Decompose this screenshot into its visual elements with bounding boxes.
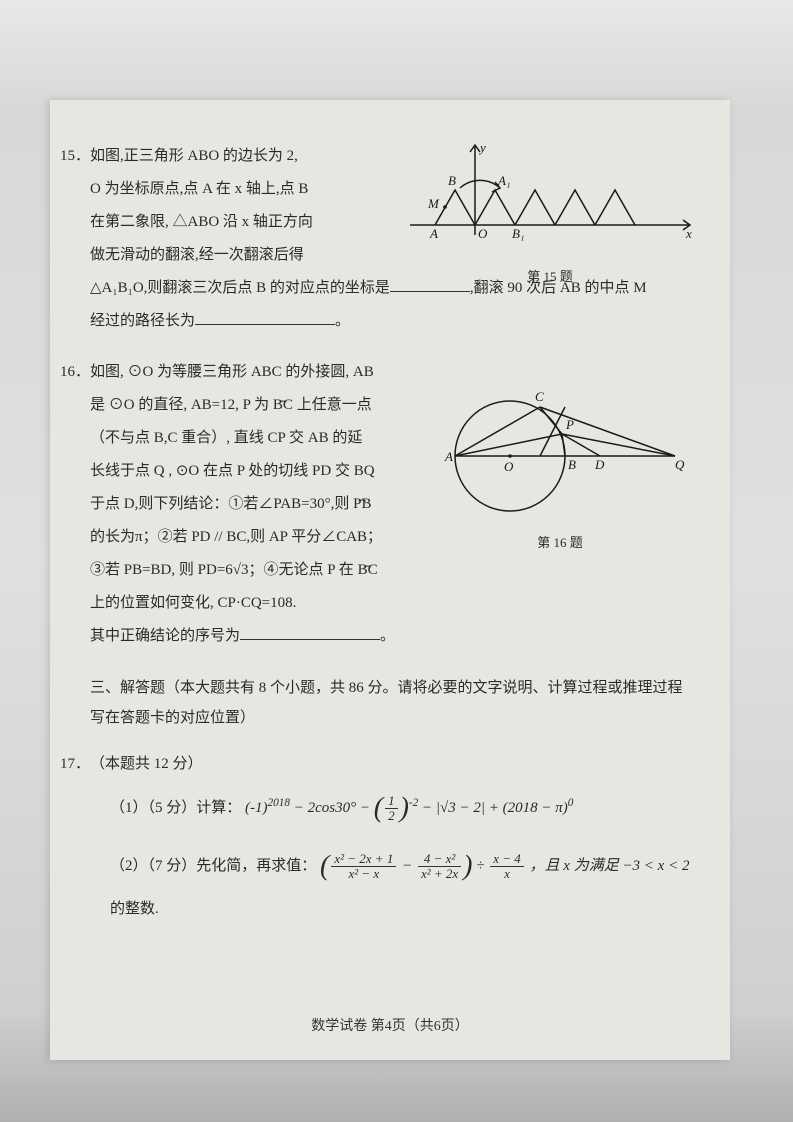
q16-l9a: 其中正确结论的序号为 (90, 628, 240, 644)
q16-arc1: BC (273, 397, 293, 413)
q15-svg: B A₁ M A O B₁ y x (400, 140, 700, 250)
q17-p1-expr: (-1)2018 − 2cos30° − (12)-2 − |√3 − 2| +… (245, 800, 573, 816)
q16-l8: 上的位置如何变化, CP·CQ=108. (90, 587, 690, 620)
lbl-x: x (685, 226, 692, 241)
f1n: x² − 2x + 1 (331, 852, 396, 867)
q16-l7: ③若 PB=BD, 则 PD=6√3；④无论点 P 在 BC (90, 554, 690, 587)
rp2: ) (463, 851, 472, 882)
p1-csup: -2 (409, 797, 418, 809)
figure-16: A B C O P D Q 第 16 题 (430, 376, 690, 558)
q15-blank2 (195, 309, 335, 325)
q16-blank (240, 624, 380, 640)
lbl-A1: A₁ (497, 173, 510, 188)
question-16: 16． (90, 356, 690, 653)
q16-arc3: BC (358, 562, 378, 578)
q16-l9end: 。 (380, 628, 395, 644)
q16-svg: A B C O P D Q (430, 376, 690, 516)
q16-l5a: 于点 D,则下列结论：①若∠PAB=30°,则 (90, 496, 353, 512)
q17-p2-label: （2）（7 分）先化简，再求值： (110, 858, 316, 874)
lbl-B: B (448, 173, 456, 188)
lbl-D: D (594, 457, 605, 472)
p1-d: − |√3 − 2| + (2018 − π) (418, 800, 567, 816)
page-footer: 数学试卷 第4页（共6页） (50, 1015, 730, 1035)
q17-part2: （2）（7 分）先化简，再求值： (x² − 2x + 1x² − x − 4 … (110, 850, 690, 883)
paper-sheet: 15． (50, 100, 730, 1060)
q15-l6: 经过的路径长为 。 (90, 305, 690, 338)
lp2: ( (320, 851, 329, 882)
p2-f1: x² − 2x + 1x² − x (331, 852, 396, 882)
lbl-Q: Q (675, 457, 685, 472)
p2-f2: 4 − x²x² + 2x (418, 852, 461, 882)
q17-part1: （1）（5 分）计算： (-1)2018 − 2cos30° − (12)-2 … (110, 791, 690, 825)
f3d: x (490, 867, 524, 881)
q17-p2-line2: 的整数. (110, 893, 690, 926)
lbl-A: A (429, 226, 438, 241)
f2d: x² + 2x (418, 867, 461, 881)
lbl-O: O (478, 226, 488, 241)
lbl-M: M (427, 196, 440, 211)
lbl-C2: C (535, 389, 544, 404)
q16-l9: 其中正确结论的序号为 。 (90, 620, 690, 653)
p2-div: ÷ (473, 858, 489, 874)
q17-head: （本题共 12 分） (90, 756, 203, 772)
q15-l5a: △A₁B₁O,则翻滚三次后点 B 的对应点的坐标是 (90, 280, 390, 296)
question-15: 15． (90, 140, 690, 338)
p2-minus: − (398, 858, 416, 874)
p2-f3: x − 4x (490, 852, 524, 882)
q17-number: 17． (60, 748, 90, 781)
q16-l2a: 是 ⊙O 的直径, AB=12, P 为 (90, 397, 273, 413)
p1-cd: 2 (385, 809, 398, 823)
question-17: 17． （本题共 12 分） （1）（5 分）计算： (-1)2018 − 2c… (90, 748, 690, 926)
p1-b: − 2cos30° − (290, 800, 374, 816)
lbl-A2: A (444, 449, 453, 464)
f1d: x² − x (331, 867, 396, 881)
figure-15: B A₁ M A O B₁ y x 第 15 题 (400, 140, 700, 292)
q17-p1-label: （1）（5 分）计算： (110, 800, 241, 816)
f3n: x − 4 (490, 852, 524, 867)
p1-dsup: 0 (568, 797, 574, 809)
q16-arc2: PB (353, 496, 371, 512)
q15-caption: 第 15 题 (400, 263, 700, 292)
p1-cn: 1 (385, 794, 398, 809)
q16-number: 16． (60, 356, 90, 389)
q15-l6a: 经过的路径长为 (90, 313, 195, 329)
p1-asup: 2018 (268, 797, 291, 809)
q15-number: 15． (60, 140, 90, 173)
section-3-title: 三、解答题（本大题共有 8 个小题，共 86 分。请将必要的文字说明、计算过程或… (90, 673, 690, 733)
f2n: 4 − x² (418, 852, 461, 867)
rp1: ) (400, 793, 409, 824)
lbl-P: P (565, 417, 574, 432)
q16-l7a: ③若 PB=BD, 则 PD=6√3；④无论点 P 在 (90, 562, 358, 578)
p1-frac: 12 (385, 794, 398, 824)
q16-caption: 第 16 题 (430, 529, 690, 558)
lp1: ( (374, 793, 383, 824)
q17-p2-expr: (x² − 2x + 1x² − x − 4 − x²x² + 2x) ÷ x … (320, 858, 689, 874)
lbl-O2: O (504, 459, 514, 474)
lbl-y: y (478, 140, 486, 155)
p1-a: (-1) (245, 800, 268, 816)
lbl-B2: B (568, 457, 576, 472)
p2-tail: ，且 x 为满足 −3 < x < 2 (526, 858, 690, 874)
page-container: 15． (0, 0, 793, 1122)
lbl-B1: B₁ (512, 226, 524, 241)
q15-l6end: 。 (335, 313, 350, 329)
q16-l2b: 上任意一点 (293, 397, 372, 413)
